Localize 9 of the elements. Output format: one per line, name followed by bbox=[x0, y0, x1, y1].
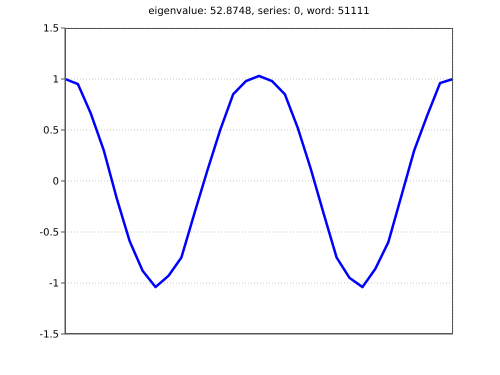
y-tick-label: 0 bbox=[52, 176, 59, 188]
chart-title: eigenvalue: 52.8748, series: 0, word: 51111 bbox=[147, 6, 371, 17]
y-tick-label: 1 bbox=[52, 74, 59, 86]
y-tick-label: -0.5 bbox=[39, 228, 59, 239]
y-tick-label: -1 bbox=[49, 278, 59, 290]
line-series bbox=[64, 74, 454, 288]
y-tick-label: 0.5 bbox=[43, 126, 59, 137]
y-tick-label: -1.5 bbox=[39, 330, 59, 341]
y-tick-label: 1.5 bbox=[43, 24, 59, 35]
